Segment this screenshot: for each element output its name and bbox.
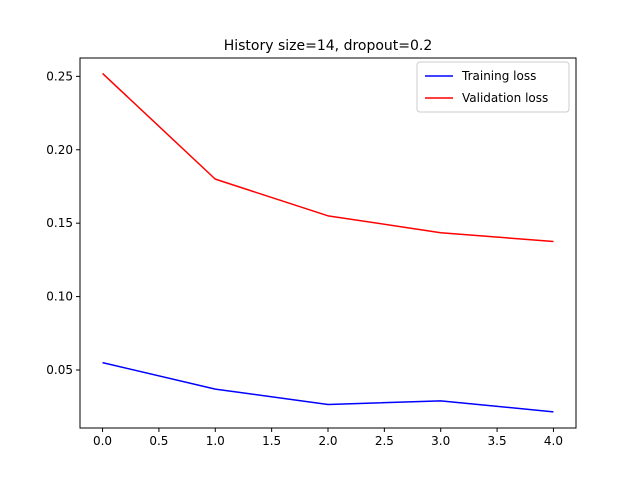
training-loss-line: [102, 361, 554, 413]
x-tick-label: 3.5: [488, 434, 507, 448]
x-tick-label: 0.0: [93, 434, 112, 448]
y-tick-label: 0.25: [46, 69, 73, 83]
legend-box: [416, 61, 570, 113]
legend-label-training: Training loss: [461, 69, 536, 83]
x-tick-label: 1.5: [262, 434, 281, 448]
y-tick-label: 0.15: [46, 216, 73, 230]
x-tick-label: 2.0: [318, 434, 337, 448]
y-tick-label: 0.20: [46, 143, 73, 157]
x-tick-label: 3.0: [431, 434, 450, 448]
validation-loss-line: [102, 72, 554, 243]
x-tick-label: 2.5: [375, 434, 394, 448]
x-axis-ticks: 0.0 0.5 1.0 1.5 2.0 2.5 3.0 3.5 4.0: [93, 428, 563, 448]
y-tick-label: 0.10: [46, 290, 73, 304]
legend-label-validation: Validation loss: [462, 91, 548, 105]
x-tick-label: 0.5: [149, 434, 168, 448]
y-tick-label: 0.05: [46, 363, 73, 377]
series-lines: [102, 72, 554, 413]
x-tick-label: 1.0: [206, 434, 225, 448]
y-axis-ticks: 0.05 0.10 0.15 0.20 0.25: [46, 69, 80, 377]
plot-area-frame: [79, 57, 577, 429]
x-tick-label: 4.0: [544, 434, 563, 448]
legend: Training loss Validation loss: [416, 61, 570, 113]
chart-title: History size=14, dropout=0.2: [224, 38, 433, 54]
